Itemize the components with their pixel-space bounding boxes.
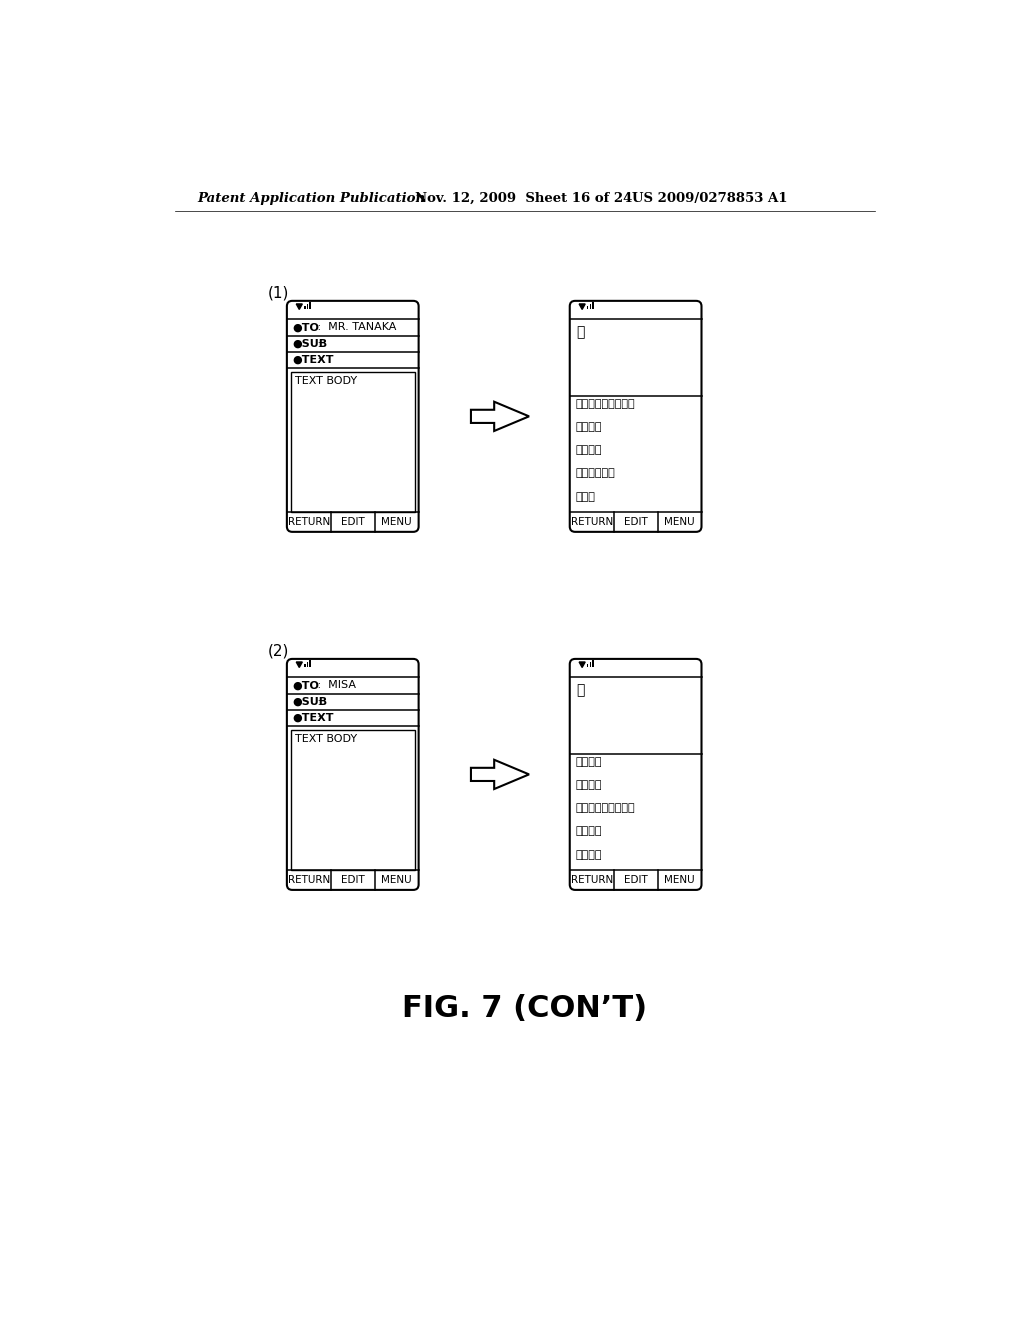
Bar [309,302,311,309]
Text: TEXT BODY: TEXT BODY [295,734,357,743]
FancyBboxPatch shape [287,659,419,890]
Text: おつかれ: おつかれ [575,826,602,837]
Bar [291,372,415,512]
Text: おかえり: おかえり [575,850,602,859]
Polygon shape [471,760,529,789]
Text: Patent Application Publication: Patent Application Publication [198,191,426,205]
Text: お元気: お元気 [575,491,595,502]
Bar [304,664,305,668]
Text: :: : [314,339,322,348]
Polygon shape [580,663,585,668]
Text: ●TO: ●TO [292,681,319,690]
Bar [304,306,305,309]
Text: RETURN: RETURN [288,517,330,527]
Text: おはよう: おはよう [575,780,602,789]
Text: ●SUB: ●SUB [292,339,328,348]
Text: RETURN: RETURN [570,517,612,527]
Text: EDIT: EDIT [341,517,365,527]
Text: MENU: MENU [381,875,412,884]
Text: :: : [314,355,322,364]
Text: ●SUB: ●SUB [292,697,328,706]
Text: お: お [575,325,585,339]
Text: (2): (2) [267,644,289,659]
Text: MENU: MENU [665,517,695,527]
Text: お疲れ様です: お疲れ様です [575,469,615,478]
Polygon shape [580,304,585,309]
Text: おはよー: おはよー [575,445,602,455]
Text: EDIT: EDIT [624,875,647,884]
Polygon shape [471,401,529,430]
Text: EDIT: EDIT [624,517,647,527]
Text: :  MR. TANAKA: : MR. TANAKA [314,322,396,333]
Text: おはよう: おはよう [575,422,602,432]
Bar [590,663,591,668]
Bar [592,302,594,309]
Text: :: : [314,713,322,723]
Bar [587,664,589,668]
Text: (1): (1) [267,285,289,301]
Text: ●TEXT: ●TEXT [292,713,334,723]
Text: ●TEXT: ●TEXT [292,355,334,364]
Bar [306,663,308,668]
Polygon shape [296,663,302,668]
Text: おはよー: おはよー [575,756,602,767]
Bar [306,304,308,309]
Text: ●TO: ●TO [292,322,319,333]
Text: お: お [575,682,585,697]
Text: RETURN: RETURN [570,875,612,884]
Polygon shape [296,304,302,309]
Text: FIG. 7 (CON’T): FIG. 7 (CON’T) [402,994,647,1023]
Text: EDIT: EDIT [341,875,365,884]
Bar [592,660,594,668]
Text: おはようございます: おはようございます [575,803,635,813]
Text: MENU: MENU [665,875,695,884]
FancyBboxPatch shape [287,301,419,532]
Text: MENU: MENU [381,517,412,527]
Text: TEXT BODY: TEXT BODY [295,376,357,385]
Bar [291,730,415,870]
Text: Nov. 12, 2009  Sheet 16 of 24: Nov. 12, 2009 Sheet 16 of 24 [415,191,632,205]
FancyBboxPatch shape [569,659,701,890]
Text: US 2009/0278853 A1: US 2009/0278853 A1 [632,191,787,205]
Bar [309,660,311,668]
Text: おはようございます: おはようございます [575,399,635,409]
Text: RETURN: RETURN [288,875,330,884]
Bar [590,304,591,309]
FancyBboxPatch shape [569,301,701,532]
Bar [587,306,589,309]
Text: :: : [314,697,322,706]
Text: :  MISA: : MISA [314,681,356,690]
